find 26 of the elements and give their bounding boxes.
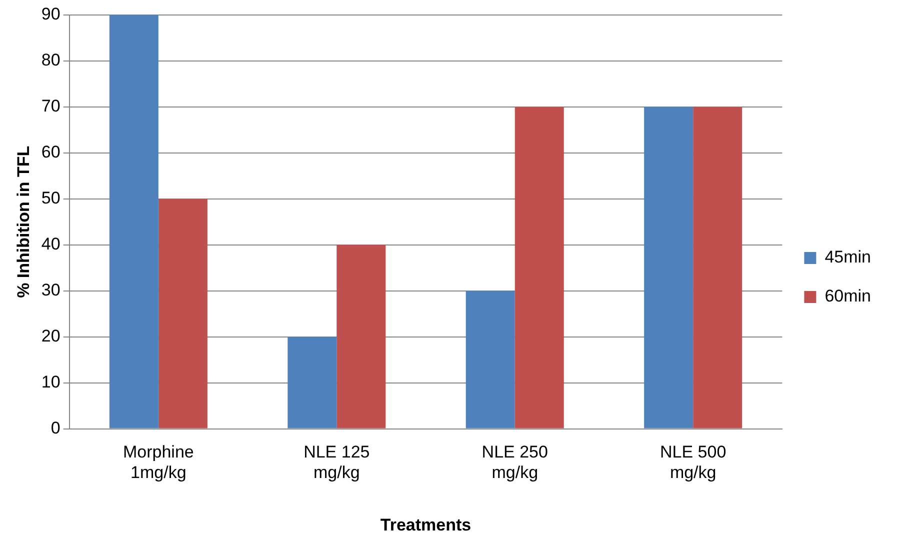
y-tick-label: 70 <box>41 96 60 116</box>
y-tick-label: 50 <box>41 188 60 208</box>
bar <box>514 106 564 428</box>
bar <box>109 15 158 428</box>
bar <box>336 244 386 428</box>
bar <box>288 336 337 428</box>
bar <box>466 290 515 428</box>
x-axis-title: Treatments <box>380 515 472 534</box>
y-axis-title: % Inhibition in TFL <box>14 146 33 298</box>
y-tick-label: 90 <box>41 4 60 24</box>
y-tick-label: 80 <box>41 50 60 70</box>
y-tick-label: 30 <box>41 280 60 300</box>
y-tick-label: 60 <box>41 142 60 162</box>
y-tick-label: 10 <box>41 372 60 392</box>
legend-label: 45min <box>824 248 872 267</box>
bar <box>644 106 694 428</box>
bar <box>158 198 208 428</box>
x-tick-label: Morphine 1mg/kg <box>122 442 194 482</box>
x-tick-label: NLE 250 mg/kg <box>482 442 548 482</box>
y-tick-label: 0 <box>50 418 60 438</box>
x-tick-label: NLE 125 mg/kg <box>304 442 370 482</box>
x-tick-label: NLE 500 mg/kg <box>660 442 726 482</box>
legend-label: 60min <box>824 286 872 306</box>
y-tick-label: 20 <box>41 326 60 346</box>
bar <box>693 106 742 428</box>
y-tick-label: 40 <box>41 234 60 254</box>
